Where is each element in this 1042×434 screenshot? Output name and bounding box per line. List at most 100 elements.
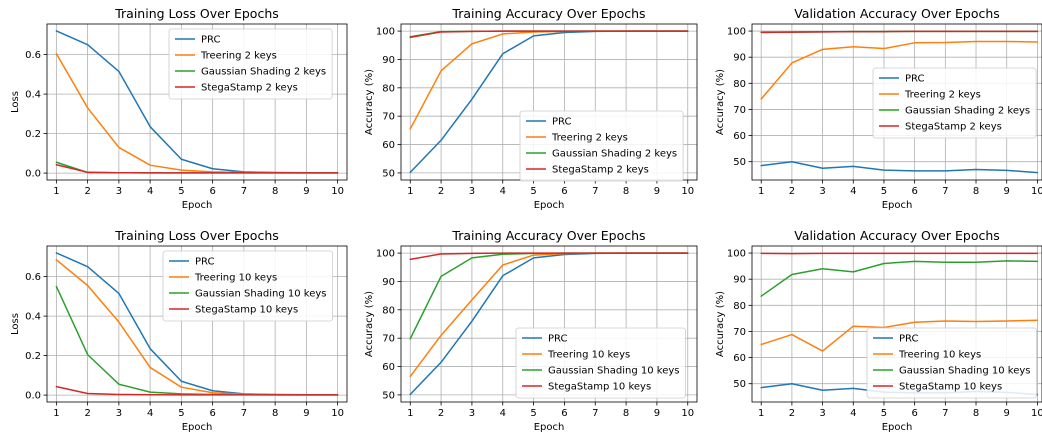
y-tick-label: 100	[376, 249, 395, 260]
series-group	[55, 252, 339, 396]
x-tick-label: 7	[942, 408, 948, 419]
x-tick-label: 3	[116, 408, 122, 419]
legend-label-stegastamp-2-keys: StegaStamp 2 keys	[905, 122, 1002, 133]
x-axis-label: Epoch	[182, 200, 213, 211]
x-tick-label: 9	[1004, 186, 1010, 197]
chart-training-accuracy-10-keys: 1 2 3 4 5 6 7 8 9 10 50 60 70 80 90 100 Training Accurac…	[364, 228, 698, 433]
x-tick-label: 5	[530, 408, 536, 419]
y-tick-label: 50	[733, 379, 746, 390]
y-tick-label: 90	[733, 275, 746, 286]
legend-box	[519, 110, 684, 182]
y-tick-label: 0.6	[25, 50, 41, 61]
legend-label-gaussian-shading-2-keys: Gaussian Shading 2 keys	[552, 149, 677, 160]
x-tick-label: 7	[592, 186, 598, 197]
x-tick-label: 8	[623, 408, 629, 419]
legend-label-prc: PRC	[195, 257, 214, 268]
y-tick-label: 70	[382, 334, 395, 345]
legend-label-stegastamp-2-keys: StegaStamp 2 keys	[201, 83, 298, 94]
series-line-stegastamp-10-keys	[55, 385, 339, 396]
x-axis-label: Epoch	[534, 200, 565, 211]
x-tick-label: 1	[407, 408, 413, 419]
y-tick-label: 50	[733, 157, 746, 168]
y-tick-label: 100	[727, 249, 746, 260]
x-tick-label: 1	[407, 186, 413, 197]
x-axis-label: Epoch	[882, 422, 913, 433]
series-line-stegastamp-10-keys	[409, 252, 689, 261]
chart-title: Training Accuracy Over Epochs	[451, 6, 645, 21]
x-tick-label: 7	[592, 408, 598, 419]
series-group	[55, 30, 339, 174]
chart-validation-accuracy-2-keys: 1 2 3 4 5 6 7 8 9 10 50 60 70 80 90 100 Validation Accur…	[715, 6, 1042, 211]
y-tick-label: 100	[376, 27, 395, 38]
chart-validation-accuracy-10-keys: 1 2 3 4 5 6 7 8 9 10 50 60 70 80 90 100 Validation Accur…	[715, 228, 1042, 433]
chart-training-loss-2-keys: 1 2 3 4 5 6 7 8 9 10 0.0 0.2 0.4 0.6 Training Loss Ove…	[10, 6, 348, 211]
y-tick-label: 80	[382, 83, 395, 94]
x-axis-label: Epoch	[534, 422, 565, 433]
x-tick-label: 2	[84, 186, 90, 197]
x-tick-label: 5	[881, 186, 887, 197]
x-tick-label: 2	[438, 408, 444, 419]
legend-label-treering-10-keys: Treering 10 keys	[547, 350, 630, 361]
x-tick-label: 10	[331, 186, 344, 197]
x-tick-label: 9	[303, 408, 309, 419]
chart-training-accuracy-2-keys: 1 2 3 4 5 6 7 8 9 10 50 60 70 80 90 100 Training Accurac…	[364, 6, 698, 211]
legend-box	[162, 250, 333, 322]
chart-title: Training Loss Over Epochs	[114, 228, 279, 243]
y-tick-label: 70	[733, 327, 746, 338]
y-tick-label: 100	[727, 27, 746, 38]
plot-frame	[46, 245, 348, 403]
x-tick-label: 4	[850, 408, 856, 419]
legend-label-prc: PRC	[899, 334, 918, 345]
x-tick-label: 8	[272, 186, 278, 197]
chart-title: Training Accuracy Over Epochs	[451, 228, 645, 243]
x-tick-label: 3	[469, 186, 475, 197]
x-tick-label: 9	[654, 408, 660, 419]
plot-frame	[400, 245, 698, 403]
y-axis-label: Accuracy (%)	[364, 69, 375, 135]
legend-label-gaussian-shading-10-keys: Gaussian Shading 10 keys	[899, 366, 1030, 377]
series-line-stegastamp-2-keys	[409, 30, 689, 39]
legend-box	[866, 327, 1037, 399]
x-tick-label: 8	[973, 408, 979, 419]
legend: PRC Treering 10 keys Gaussian Shading 10 k…	[866, 327, 1037, 399]
x-tick-label: 2	[789, 408, 795, 419]
x-tick-label: 6	[911, 186, 917, 197]
series-line-prc	[760, 160, 1039, 174]
legend-label-gaussian-shading-2-keys: Gaussian Shading 2 keys	[201, 67, 326, 78]
y-tick-label: 0.6	[25, 272, 41, 283]
legend: PRC Treering 2 keys Gaussian Shading 2 key…	[519, 110, 684, 182]
legend-label-treering-2-keys: Treering 2 keys	[200, 51, 277, 62]
x-tick-label: 4	[147, 186, 153, 197]
x-tick-label: 1	[53, 408, 59, 419]
legend-label-gaussian-shading-10-keys: Gaussian Shading 10 keys	[195, 289, 326, 300]
legend-box	[872, 67, 1037, 139]
x-tick-label: 6	[209, 408, 215, 419]
x-tick-label: 10	[681, 408, 694, 419]
legend-label-stegastamp-2-keys: StegaStamp 2 keys	[552, 165, 649, 176]
chart-title: Validation Accuracy Over Epochs	[794, 228, 1000, 243]
x-tick-label: 7	[942, 186, 948, 197]
y-tick-label: 90	[382, 55, 395, 66]
y-tick-label: 80	[733, 79, 746, 90]
legend-label-stegastamp-10-keys: StegaStamp 10 keys	[195, 305, 298, 316]
x-axis-label: Epoch	[182, 422, 213, 433]
legend-box	[168, 28, 333, 100]
x-tick-label: 5	[881, 408, 887, 419]
x-tick-label: 3	[819, 186, 825, 197]
y-tick-label: 60	[733, 131, 746, 142]
x-tick-label: 1	[758, 408, 764, 419]
x-tick-label: 7	[241, 408, 247, 419]
x-tick-label: 6	[561, 408, 567, 419]
x-tick-label: 1	[53, 186, 59, 197]
x-tick-label: 3	[469, 408, 475, 419]
series-line-stegastamp-2-keys	[55, 164, 339, 174]
series-group	[760, 30, 1039, 174]
chart-title: Training Loss Over Epochs	[114, 6, 279, 21]
legend: PRC Treering 10 keys Gaussian Shading 10 k…	[162, 250, 333, 322]
chart-title: Validation Accuracy Over Epochs	[794, 6, 1000, 21]
x-tick-label: 4	[850, 186, 856, 197]
chart-training-loss-10-keys: 1 2 3 4 5 6 7 8 9 10 0.0 0.2 0.4 0.6 Training Loss Ove…	[10, 228, 348, 433]
legend-label-prc: PRC	[201, 35, 220, 46]
x-tick-label: 8	[973, 186, 979, 197]
x-tick-label: 4	[500, 408, 506, 419]
